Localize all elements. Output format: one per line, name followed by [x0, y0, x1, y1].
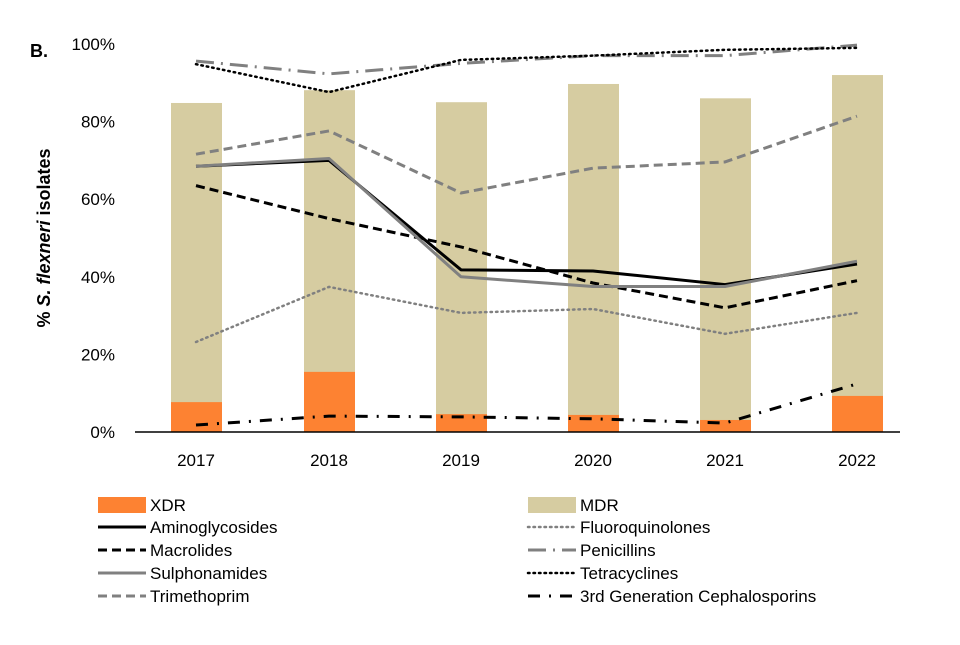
legend-swatch	[528, 497, 576, 513]
x-tick-label: 2018	[310, 451, 348, 470]
y-tick-label: 100%	[72, 35, 115, 54]
legend-label: XDR	[150, 496, 186, 515]
line-fluoroquinolones	[194, 285, 859, 344]
line-penicillins	[195, 43, 858, 76]
legend-label: Tetracyclines	[580, 564, 678, 583]
bar-xdr	[832, 395, 883, 432]
line-macrolides	[195, 184, 858, 310]
legend-label: Aminoglycosides	[150, 518, 278, 537]
bar-xdr	[568, 414, 619, 432]
legend-label: 3rd Generation Cephalosporins	[580, 587, 816, 606]
bar-xdr	[436, 414, 487, 432]
x-tick-label: 2020	[574, 451, 612, 470]
y-tick-label: 20%	[81, 345, 115, 364]
bar-mdr	[436, 102, 487, 432]
bar-xdr	[304, 371, 355, 432]
legend-label: Trimethoprim	[150, 587, 250, 606]
legend-label: Macrolides	[150, 541, 232, 560]
legend-item: Penicillins	[528, 541, 656, 560]
x-tick-label: 2019	[442, 451, 480, 470]
legend-label: Penicillins	[580, 541, 656, 560]
y-tick-label: 80%	[81, 113, 115, 132]
x-tick-label: 2017	[177, 451, 215, 470]
line-tetracyclines	[194, 46, 859, 94]
bar-mdr	[171, 102, 222, 432]
line-sulphonamides	[195, 156, 858, 288]
y-tick-label: 0%	[90, 423, 115, 442]
legend-label: MDR	[580, 496, 619, 515]
legend-item: Sulphonamides	[98, 564, 267, 583]
legend-item: Macrolides	[98, 541, 232, 560]
legend-item: Aminoglycosides	[98, 518, 278, 537]
legend-item: XDR	[98, 496, 186, 515]
bar-mdr	[700, 98, 751, 432]
bar-xdr	[171, 402, 222, 432]
x-tick-label: 2022	[838, 451, 876, 470]
y-tick-label: 60%	[81, 190, 115, 209]
line-trimethoprim	[195, 114, 858, 195]
legend-item: Fluoroquinolones	[526, 518, 710, 537]
bar-mdr	[832, 75, 883, 432]
y-tick-label: 40%	[81, 268, 115, 287]
y-axis-label: % S. flexneri isolates	[34, 148, 54, 327]
legend-item: 3rd Generation Cephalosporins	[528, 587, 816, 606]
legend-item: Tetracyclines	[526, 564, 678, 583]
panel-label: B.	[30, 41, 48, 61]
legend-label: Sulphonamides	[150, 564, 267, 583]
bar-mdr	[568, 83, 619, 433]
x-tick-label: 2021	[706, 451, 744, 470]
line-3rd-generation-cephalosporins	[195, 382, 858, 427]
legend-item: Trimethoprim	[98, 587, 250, 606]
legend-label: Fluoroquinolones	[580, 518, 710, 537]
legend-swatch	[98, 497, 146, 513]
legend-item: MDR	[528, 496, 619, 515]
